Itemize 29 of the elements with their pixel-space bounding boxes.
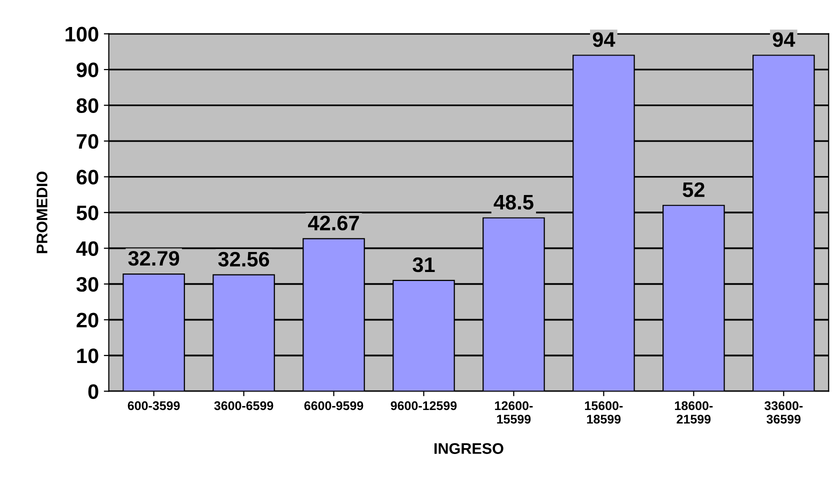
x-tick-label: 3600-6599 (214, 401, 274, 410)
data-label: 48.5 (494, 194, 534, 210)
y-tick-label: 30 (76, 277, 98, 292)
x-axis-title: INGRESO (434, 443, 504, 454)
y-axis-title: PROMEDIO (36, 172, 48, 254)
y-tick-label: 100 (66, 26, 98, 42)
y-tick-label: 70 (76, 134, 98, 149)
y-tick-label: 10 (77, 348, 98, 364)
y-tick-label: 90 (76, 62, 98, 78)
x-tick-label: 33600-36599 (764, 401, 803, 424)
data-label: 32.56 (218, 252, 270, 267)
x-tick-label: 15600-18599 (585, 401, 623, 424)
x-tick-label: 18600-21599 (674, 401, 713, 424)
y-tick-label: 50 (76, 206, 98, 220)
data-label: 94 (592, 32, 616, 47)
y-tick-label: 40 (76, 241, 98, 256)
x-tick-label: 9600-12599 (390, 401, 457, 410)
y-tick-label: 0 (88, 384, 98, 399)
y-tick-label: 80 (76, 98, 98, 114)
x-tick-label: 600-3599 (128, 401, 180, 410)
data-label: 52 (682, 182, 704, 198)
x-tick-label: 12600-15599 (495, 401, 533, 424)
y-tick-label: 20 (76, 312, 98, 328)
data-label: 32.79 (128, 250, 180, 266)
data-label: 31 (412, 257, 435, 272)
y-tick-label: 60 (76, 170, 98, 185)
data-label: 42.67 (308, 216, 359, 230)
x-tick-label: 6600-9599 (304, 401, 364, 410)
data-label: 94 (772, 32, 796, 47)
